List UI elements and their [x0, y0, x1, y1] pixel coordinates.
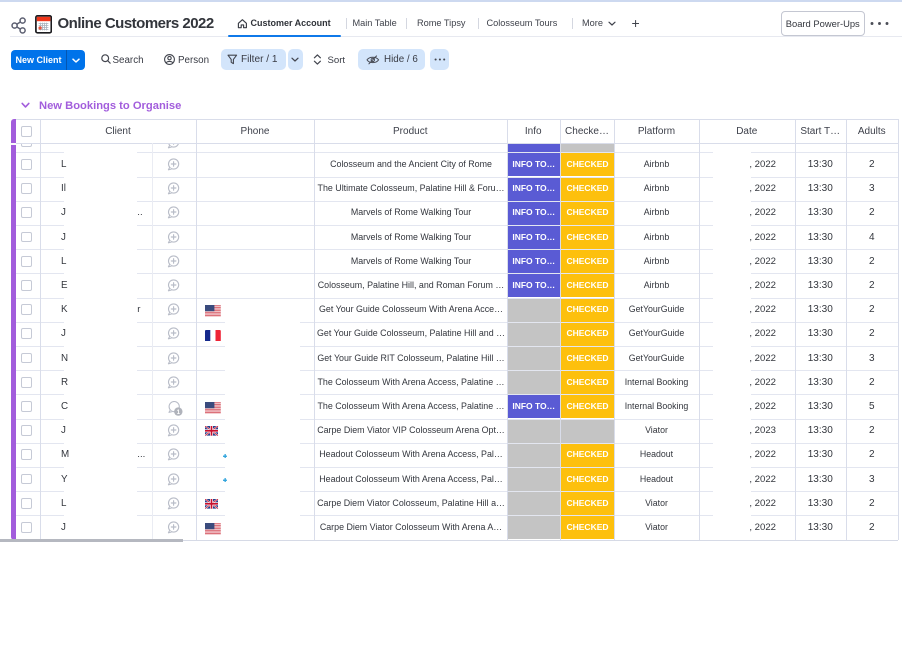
svg-text:1: 1	[176, 409, 180, 416]
